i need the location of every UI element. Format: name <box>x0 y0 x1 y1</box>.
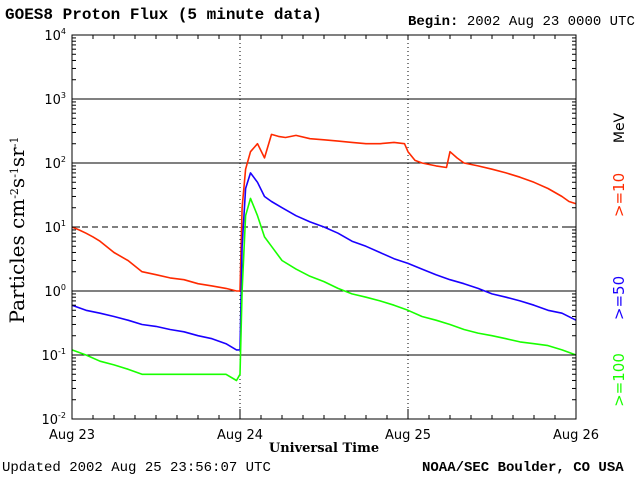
y-tick-label: 10-2 <box>41 411 66 428</box>
x-tick-label: Aug 26 <box>553 428 599 443</box>
begin-value: 2002 Aug 23 0000 UTC <box>466 14 635 30</box>
x-tick-label: Aug 23 <box>49 428 95 443</box>
x-tick-label: Aug 25 <box>385 428 431 443</box>
y-tick-label: 103 <box>44 91 66 108</box>
updated-label: Updated <box>2 460 61 476</box>
y-axis-label: Particles cm-2s-1sr-1 <box>5 137 29 324</box>
y-tick-label: 10-1 <box>41 347 66 364</box>
data-source: NOAA/SEC Boulder, CO USA <box>422 460 624 476</box>
axes-layer: 10-2 10-1 100 101 102 103 104 Aug 23 Aug 24 Aug 2… <box>41 27 599 443</box>
series-layer <box>71 133 577 382</box>
x-tick-label: Aug 24 <box>217 428 263 443</box>
unit-label: MeV <box>612 112 628 143</box>
series-line <box>71 172 577 351</box>
legend-label: >=50 <box>610 276 628 320</box>
updated-value: 2002 Aug 25 23:56:07 UTC <box>69 460 271 476</box>
begin-label: Begin: <box>408 14 459 30</box>
y-tick-label: 102 <box>44 155 66 172</box>
legend-label: >=100 <box>610 353 628 407</box>
begin-time: Begin: 2002 Aug 23 0000 UTC <box>408 14 635 30</box>
legend: >=10 >=50 >=100 <box>610 173 628 407</box>
series-line <box>71 197 577 382</box>
y-tick-label: 104 <box>44 27 66 44</box>
grid-layer <box>72 35 576 419</box>
y-tick-label: 100 <box>44 283 66 300</box>
x-axis-label: Universal Time <box>269 441 379 456</box>
legend-label: >=10 <box>610 173 628 217</box>
updated-timestamp: Updated 2002 Aug 25 23:56:07 UTC <box>2 460 271 476</box>
proton-flux-chart: 10-2 10-1 100 101 102 103 104 Aug 23 Aug 24 Aug 2… <box>5 27 628 456</box>
y-tick-label: 101 <box>44 219 66 236</box>
chart-title: GOES8 Proton Flux (5 minute data) <box>5 6 322 24</box>
series-line <box>71 133 577 292</box>
